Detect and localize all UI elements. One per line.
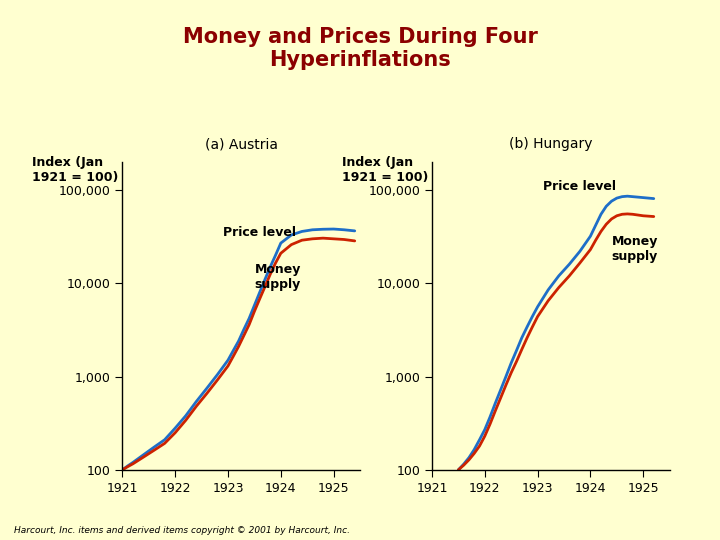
Title: (a) Austria: (a) Austria <box>204 137 278 151</box>
Text: Index (Jan
1921 = 100): Index (Jan 1921 = 100) <box>32 156 119 184</box>
Text: Money
supply: Money supply <box>611 234 658 262</box>
Text: Index (Jan
1921 = 100): Index (Jan 1921 = 100) <box>342 156 428 184</box>
Title: (b) Hungary: (b) Hungary <box>509 137 593 151</box>
Text: Price level: Price level <box>543 180 616 193</box>
Text: Harcourt, Inc. items and derived items copyright © 2001 by Harcourt, Inc.: Harcourt, Inc. items and derived items c… <box>14 525 351 535</box>
Text: Money and Prices During Four
Hyperinflations: Money and Prices During Four Hyperinflat… <box>183 27 537 70</box>
Text: Price level: Price level <box>222 226 296 239</box>
Text: Money
supply: Money supply <box>254 262 301 291</box>
